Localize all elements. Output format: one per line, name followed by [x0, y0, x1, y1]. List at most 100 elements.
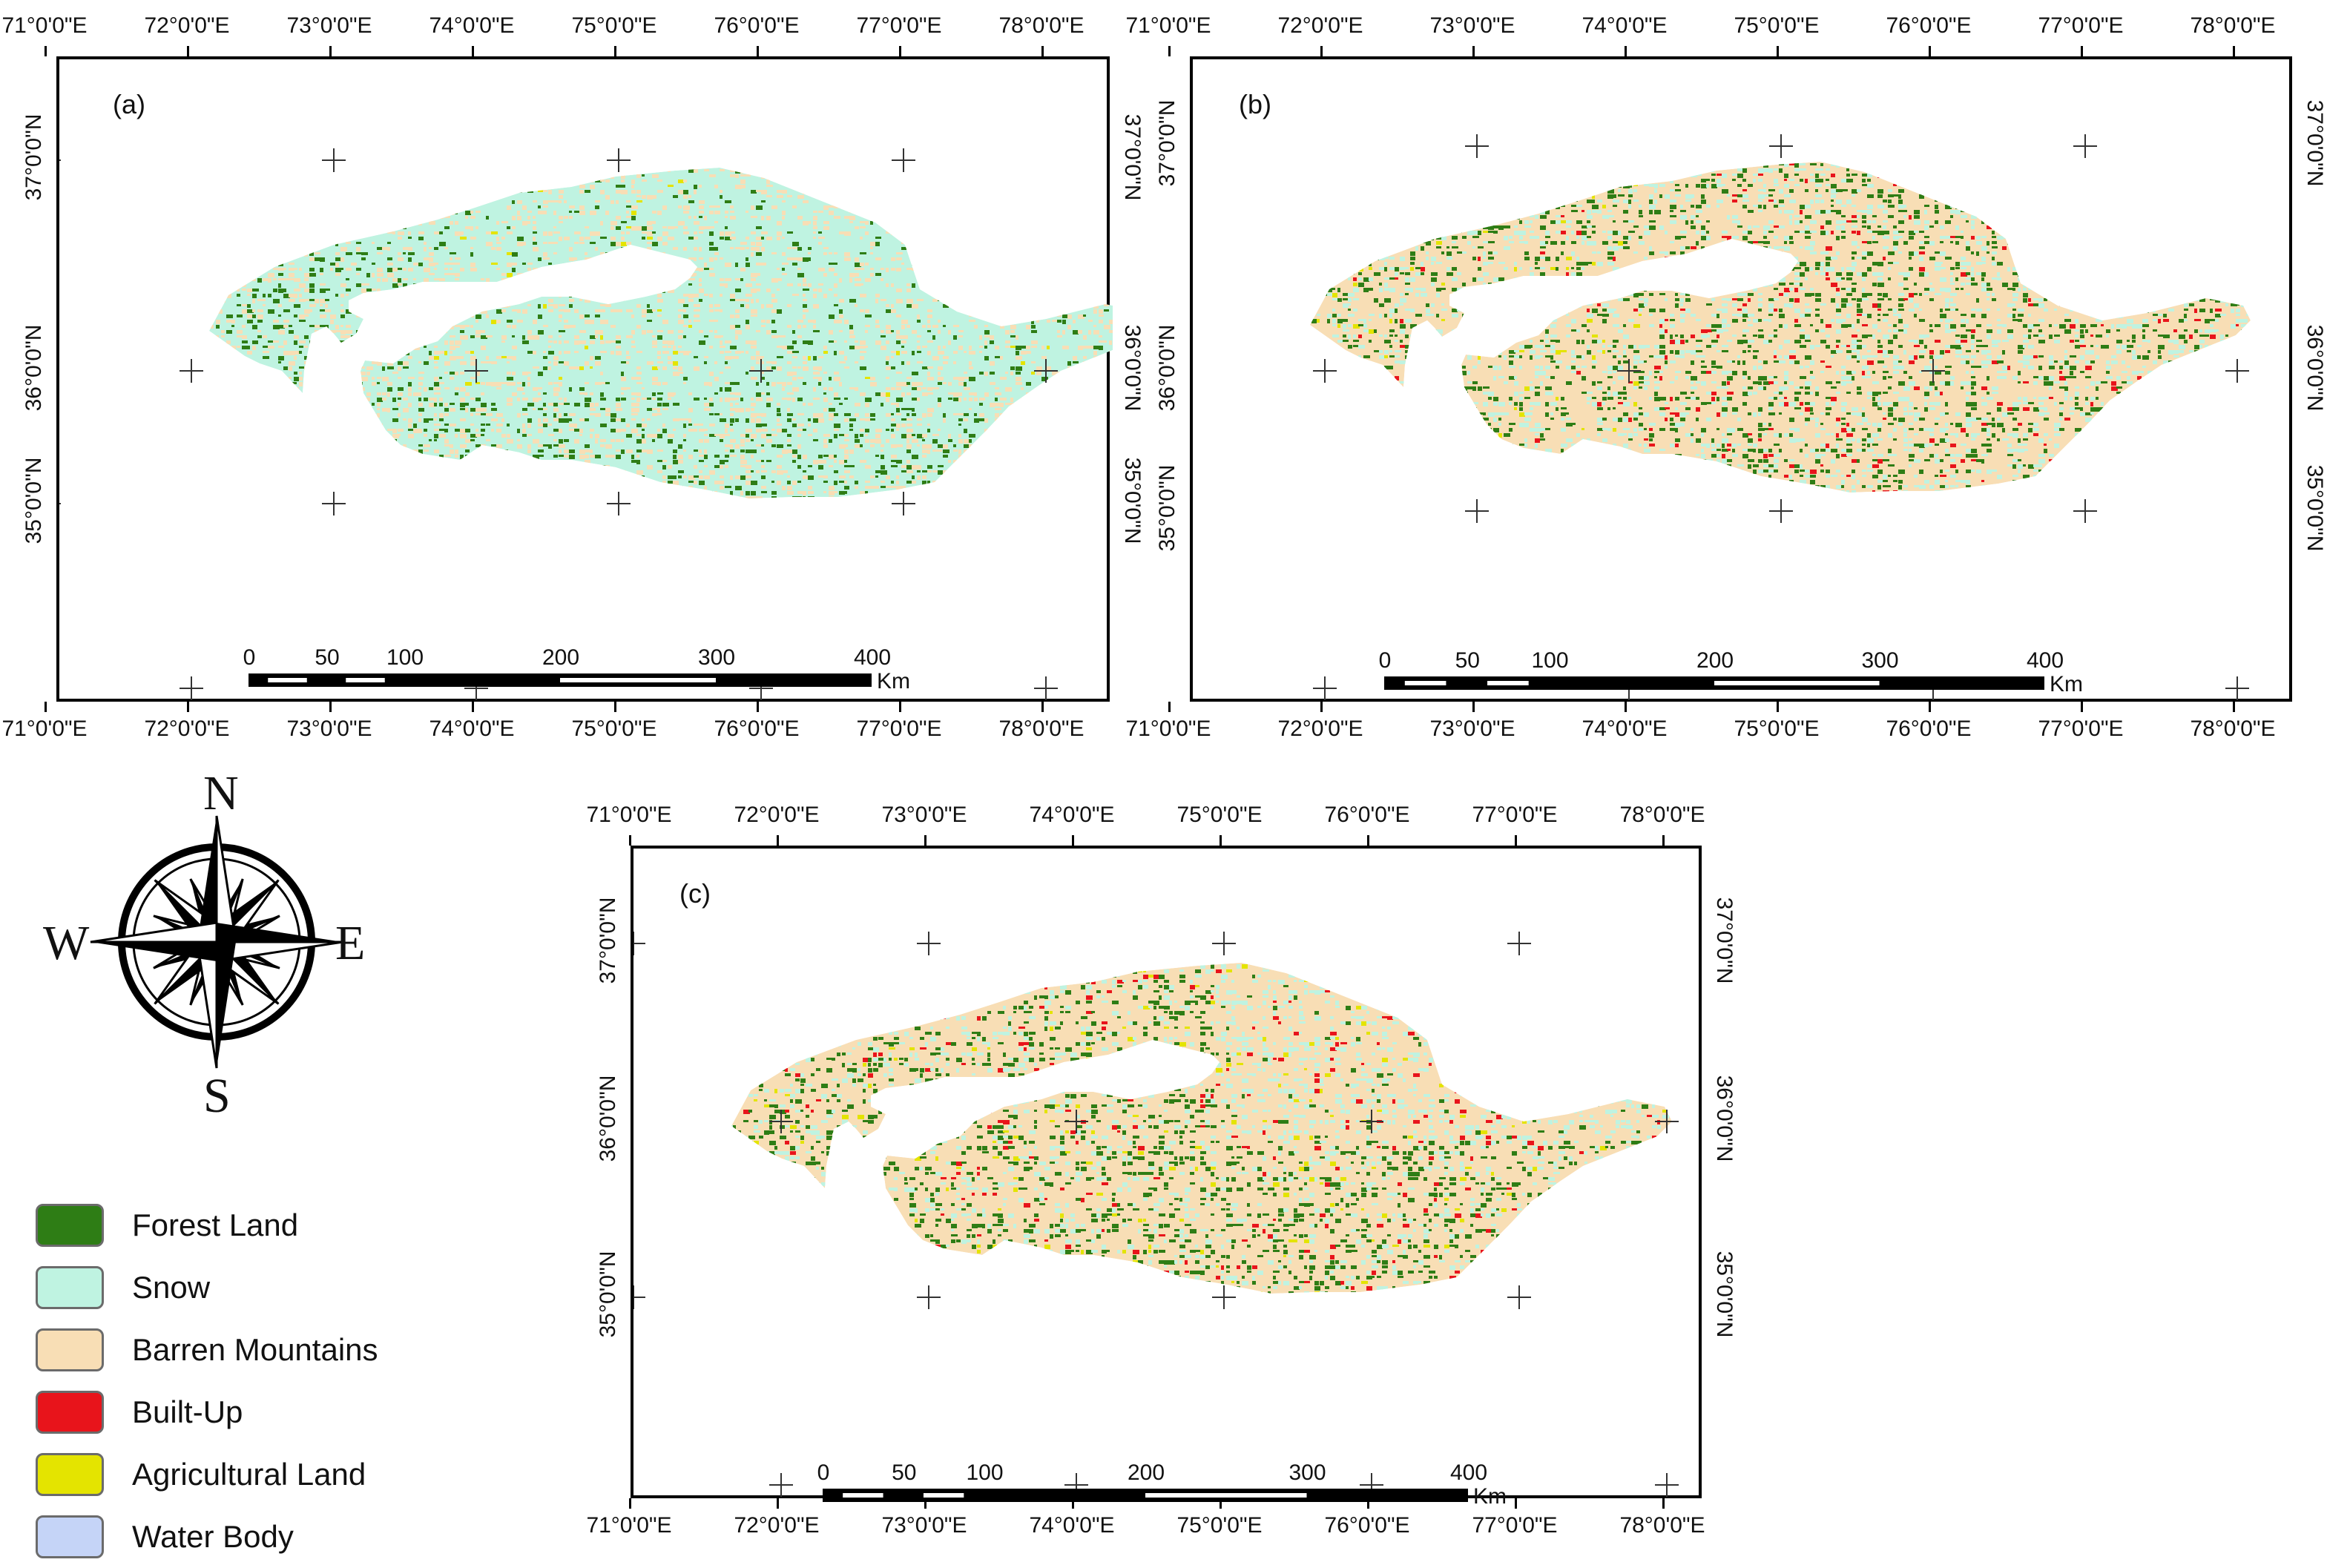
latitude-label: 36°0'0"N [596, 1075, 620, 1162]
scale-bar-unit: Km [877, 669, 910, 694]
scale-bar-graphic [249, 673, 872, 687]
scale-bar: 0 50 100 200 300 400 Km [243, 645, 910, 694]
legend-label: Barren Mountains [132, 1332, 378, 1367]
axis-tick [1320, 46, 1323, 56]
longitude-label: 74°0'0"E [429, 717, 515, 741]
longitude-label: 72°0'0"E [1277, 13, 1363, 38]
longitude-label: 77°0'0"E [856, 717, 942, 741]
longitude-label: 71°0'0"E [1, 13, 88, 38]
latitude-label: 37°0'0"N [1155, 99, 1179, 187]
scale-bar-tick-label: 0 [817, 1460, 830, 1485]
longitude-label: 76°0'0"E [1886, 717, 1972, 741]
axis-tick [1777, 702, 1779, 712]
axis-tick [1625, 702, 1627, 712]
longitude-label: 78°0'0"E [1619, 803, 1705, 827]
scale-bar-tick-label: 100 [386, 645, 424, 670]
longitude-label: 78°0'0"E [1619, 1513, 1705, 1538]
study-area [209, 168, 1113, 498]
longitude-label: 75°0'0"E [1734, 13, 1820, 38]
longitude-label: 71°0'0"E [586, 803, 672, 827]
longitude-label: 74°0'0"E [1029, 803, 1115, 827]
scale-bar-tick-label: 0 [1378, 648, 1392, 673]
longitude-label: 73°0'0"E [286, 717, 372, 741]
scale-bar-tick-label: 50 [315, 645, 340, 670]
axis-tick [1320, 702, 1323, 712]
axis-tick [187, 702, 189, 712]
axis-tick [777, 1498, 779, 1509]
scale-bar: 0 50 100 200 300 400 Km [1379, 648, 2083, 697]
longitude-label: 77°0'0"E [2038, 13, 2124, 38]
north-arrow-compass: N S E W [36, 766, 377, 1127]
legend-item-agricultural-land: Agricultural Land [36, 1443, 378, 1506]
axis-tick [1929, 46, 1931, 56]
longitude-label: 71°0'0"E [1125, 13, 1211, 38]
latitude-label: 35°0'0"N [1712, 1251, 1737, 1338]
axis-tick [1220, 835, 1222, 846]
scale-bar-tick-label: 200 [542, 645, 580, 670]
longitude-label: 76°0'0"E [714, 717, 800, 741]
longitude-label: 71°0'0"E [1125, 717, 1211, 741]
longitude-label: 74°0'0"E [1029, 1513, 1115, 1538]
longitude-label: 78°0'0"E [998, 13, 1084, 38]
axis-tick [1662, 835, 1665, 846]
scale-bar-tick-label: 200 [1127, 1460, 1165, 1485]
axis-tick [629, 1498, 631, 1509]
scale-bar-tick-label: 50 [892, 1460, 917, 1485]
longitude-label: 78°0'0"E [2190, 717, 2276, 741]
map-legend: Forest Land Snow Barren Mountains Built-… [36, 1194, 378, 1568]
scale-bar-tick-label: 400 [1449, 1460, 1488, 1485]
axis-tick [2233, 702, 2235, 712]
longitude-label: 77°0'0"E [2038, 717, 2124, 741]
legend-item-snow: Snow [36, 1256, 378, 1319]
scale-bar-unit: Km [1473, 1484, 1507, 1509]
legend-item-barren-mountains: Barren Mountains [36, 1319, 378, 1381]
axis-tick [1041, 702, 1044, 712]
graticule-ticks [633, 932, 1679, 1497]
latitude-label: 37°0'0"N [22, 113, 46, 201]
map-panel-b: (b) 71°0'0"E 71°0'0"E 72°0'0"E 72°0'0"E 73°0… [1125, 0, 2327, 764]
study-area [731, 963, 1672, 1294]
axis-tick [45, 46, 47, 56]
longitude-label: 76°0'0"E [1324, 1513, 1410, 1538]
axis-tick [1662, 1498, 1665, 1509]
axis-tick [2081, 702, 2083, 712]
legend-swatch [36, 1391, 104, 1434]
axis-tick [472, 46, 474, 56]
axis-tick [899, 46, 901, 56]
panel-label: (b) [1239, 89, 1271, 119]
longitude-label: 73°0'0"E [1429, 13, 1515, 38]
axis-tick [1367, 1498, 1369, 1509]
scale-bar-unit: Km [2050, 672, 2083, 696]
axis-tick [1929, 702, 1931, 712]
longitude-label: 72°0'0"E [734, 803, 820, 827]
longitude-label: 77°0'0"E [1472, 1513, 1558, 1538]
scale-bar-graphic [823, 1489, 1468, 1502]
longitude-label: 72°0'0"E [144, 13, 230, 38]
scale-bar: 0 50 100 200 300 400 Km [817, 1460, 1507, 1509]
latitude-label: 36°0'0"N [1155, 324, 1179, 412]
scale-bar-tick-label: 300 [697, 645, 736, 670]
axis-tick [472, 702, 474, 712]
axis-tick [1515, 1498, 1517, 1509]
longitude-label: 73°0'0"E [286, 13, 372, 38]
longitude-label: 72°0'0"E [734, 1513, 820, 1538]
longitude-label: 75°0'0"E [571, 717, 657, 741]
longitude-label: 74°0'0"E [1581, 717, 1668, 741]
land-cover-map [59, 148, 1113, 700]
longitude-label: 75°0'0"E [1176, 803, 1263, 827]
axis-tick [1072, 1498, 1074, 1509]
legend-swatch [36, 1266, 104, 1309]
longitude-label: 75°0'0"E [571, 13, 657, 38]
axis-tick [757, 46, 759, 56]
longitude-label: 74°0'0"E [1581, 13, 1668, 38]
longitude-label: 76°0'0"E [714, 13, 800, 38]
axis-tick [1168, 46, 1171, 56]
legend-swatch [36, 1328, 104, 1371]
legend-label: Forest Land [132, 1208, 299, 1242]
latitude-label: 35°0'0"N [2303, 464, 2327, 552]
axis-tick [1041, 46, 1044, 56]
axis-tick [614, 702, 616, 712]
legend-label: Water Body [132, 1519, 294, 1554]
panel-label: (c) [679, 878, 711, 909]
scale-bar-tick-label: 300 [1288, 1460, 1326, 1485]
